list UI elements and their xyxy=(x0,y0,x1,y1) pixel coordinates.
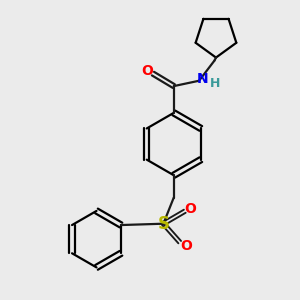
Text: N: N xyxy=(197,72,208,86)
Text: H: H xyxy=(210,77,220,90)
Text: O: O xyxy=(184,202,196,216)
Text: O: O xyxy=(180,239,192,253)
Text: S: S xyxy=(158,215,169,233)
Text: O: O xyxy=(142,64,154,78)
